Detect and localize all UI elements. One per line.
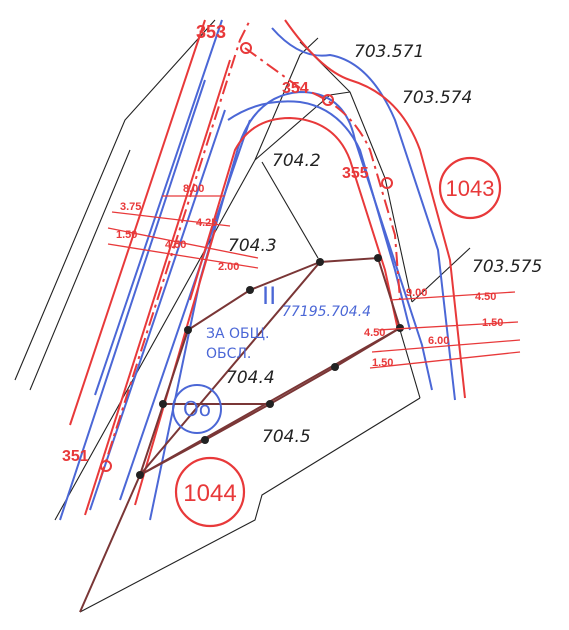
vertex	[374, 254, 382, 262]
vertex	[316, 258, 324, 266]
point-355-marker	[381, 177, 393, 189]
vertex	[246, 286, 254, 294]
street-curve-inner	[271, 27, 456, 401]
vertex	[159, 400, 167, 408]
label-use-line-2: ОБСЛ.	[206, 346, 251, 362]
block-1044-circle	[174, 456, 246, 528]
dim-4-50-left: 4.50	[165, 239, 186, 251]
parcel-boundary-inner-2	[163, 327, 401, 405]
label-704-2: 704.2	[272, 151, 321, 171]
dim-8-00: 8.00	[183, 183, 204, 195]
label-zone: Оо	[183, 397, 211, 421]
street-lines	[59, 19, 456, 521]
regulation-curve-inner	[189, 116, 399, 331]
point-353-marker	[240, 42, 252, 54]
cadastral-boundaries	[14, 19, 471, 613]
label-704-3: 704.3	[228, 236, 277, 256]
label-703-575: 703.575	[472, 257, 542, 277]
label-roman-numeral: II	[262, 282, 276, 310]
dimension-lines-right	[369, 291, 521, 369]
dim-3-75: 3.75	[120, 201, 141, 213]
point-markers	[100, 42, 393, 472]
dim-1-50-left: 1.50	[116, 229, 137, 241]
vertex	[266, 400, 274, 408]
label-704-4: 704.4	[226, 368, 275, 388]
label-use-line-1: ЗА ОБЩ.	[206, 326, 269, 342]
label-block-1043: 1043	[446, 176, 495, 201]
dim-1-50-right-top: 1.50	[482, 317, 503, 329]
dimension-row-r2	[377, 321, 519, 331]
dimension-row-r4	[369, 351, 521, 369]
label-point-351: 351	[62, 448, 89, 465]
regulation-axis-curve	[244, 47, 401, 301]
street-upper-arc	[227, 100, 411, 331]
dimension-row-2	[111, 211, 231, 227]
regulation-axis-west	[99, 19, 251, 481]
vertex	[201, 436, 209, 444]
dimension-lines-left	[107, 195, 259, 269]
dim-2-00: 2.00	[218, 261, 239, 273]
label-plot-id: 77195.704.4	[282, 304, 371, 320]
dim-6-00: 6.00	[428, 335, 449, 347]
vertex	[136, 471, 144, 479]
dim-4-50-right: 4.50	[364, 327, 385, 339]
boundary-west-outer-2	[29, 149, 131, 391]
dim-4-25: 4.25	[196, 217, 217, 229]
zone-circle	[172, 384, 222, 434]
vertex	[184, 326, 192, 334]
regulation-curve-outer	[284, 19, 466, 399]
regulation-lines	[69, 19, 466, 516]
block-1043-circle	[438, 156, 502, 220]
boundary-704-5	[79, 397, 421, 613]
point-354-marker	[322, 94, 334, 106]
label-point-354: 354	[282, 80, 309, 97]
dim-4-50-right-top: 4.50	[475, 291, 496, 303]
label-point-355: 355	[342, 165, 369, 182]
dimension-row-3	[107, 227, 259, 259]
street-west-outer	[94, 19, 223, 396]
street-curve-outer	[149, 90, 433, 521]
dimension-row-r1	[389, 291, 516, 301]
boundary-704-2-diagonal	[261, 161, 319, 259]
label-704-5: 704.5	[262, 427, 311, 447]
vertex	[331, 363, 339, 371]
label-block-1044: 1044	[183, 480, 236, 507]
dim-9-00: 9.00	[406, 287, 427, 299]
boundary-703-571	[299, 41, 413, 303]
boundary-west-inner	[54, 37, 319, 521]
dim-1-50-right-bottom: 1.50	[372, 357, 393, 369]
dimension-row-4	[107, 243, 259, 269]
vertex	[396, 324, 404, 332]
label-point-353: 353	[196, 22, 226, 42]
boundary-west-outer-1	[14, 19, 216, 381]
regulation-west-left	[84, 59, 231, 516]
parcel-vertices	[136, 254, 404, 479]
label-703-574: 703.574	[402, 88, 472, 108]
parcel-704-4	[79, 254, 404, 613]
regulation-west-outer	[69, 19, 206, 426]
street-west-left	[59, 79, 206, 521]
label-703-571: 703.571	[354, 42, 424, 62]
point-351-marker	[100, 460, 112, 472]
dimension-row-r3	[371, 339, 521, 353]
